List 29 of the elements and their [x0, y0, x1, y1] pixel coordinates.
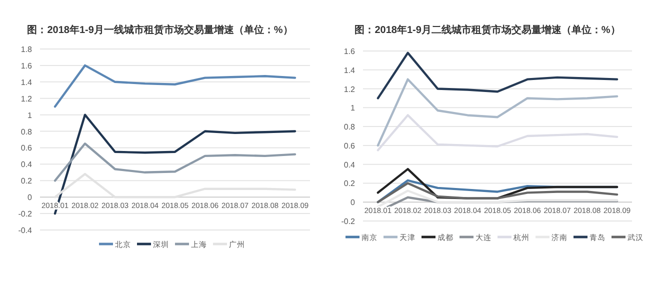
y-tick-label: 1 — [28, 110, 33, 120]
y-tick-label: -0.2 — [18, 210, 33, 219]
y-tick-label: 0.8 — [344, 122, 356, 132]
y-tick-label: 0.6 — [344, 141, 356, 150]
line-series — [376, 190, 618, 208]
chart-title: 图：2018年1-9月一线城市租赁市场交易量增速（单位：%） — [27, 24, 293, 36]
y-tick-label: 0.8 — [20, 127, 33, 136]
y-tick-label: 0 — [350, 198, 356, 208]
y-tick-label: 0.4 — [344, 160, 356, 170]
y-tick-label: 1.4 — [20, 78, 33, 87]
y-tick-label: -0.4 — [18, 226, 33, 235]
line-series — [376, 78, 618, 147]
y-tick-label: 1.6 — [20, 61, 33, 70]
y-tick-label: 0.2 — [20, 176, 33, 186]
line-series — [376, 52, 618, 100]
line-series — [54, 64, 296, 108]
chart-title: 图：2018年1-9月二线城市租赁市场交易量增速（单位：%） — [354, 24, 620, 36]
y-tick-label: 1.2 — [20, 94, 33, 104]
y-tick-label: 0.4 — [20, 160, 33, 170]
y-tick-label: 1.6 — [344, 47, 356, 56]
y-tick-label: 1 — [350, 104, 356, 113]
line-series — [54, 142, 296, 182]
y-tick-label: 1.4 — [344, 66, 356, 75]
y-tick-label: -0.2 — [341, 217, 356, 226]
y-tick-label: 0.2 — [344, 179, 356, 188]
y-tick-label: 1.8 — [20, 45, 33, 54]
y-tick-label: 0.6 — [20, 144, 33, 153]
y-tick-label: 1.2 — [344, 84, 356, 94]
y-tick-label: 0 — [28, 193, 33, 202]
